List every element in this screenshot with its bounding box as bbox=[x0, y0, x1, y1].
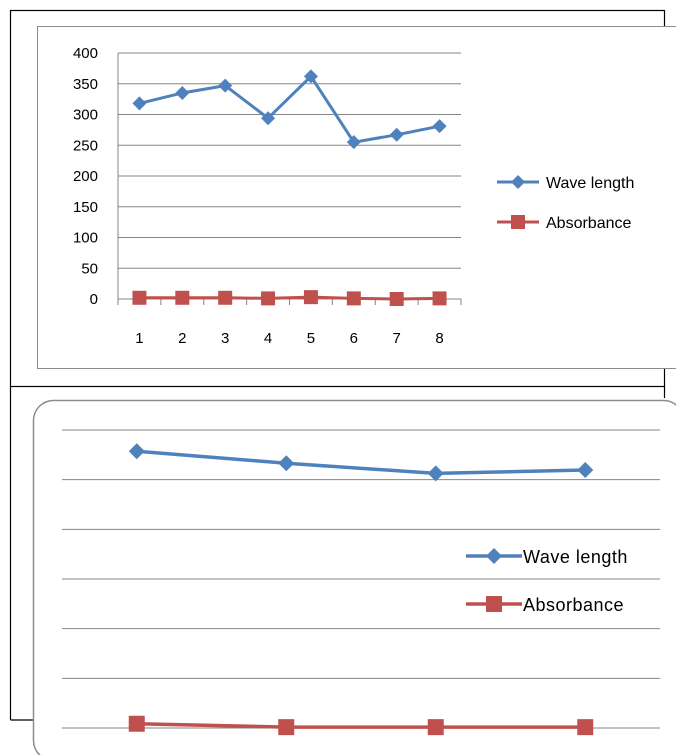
chart-1-y-tick-label: 100 bbox=[73, 230, 98, 247]
chart-1-y-tick-label: 150 bbox=[73, 199, 98, 216]
chart-2-series-line bbox=[136, 449, 586, 476]
chart-1-x-tick-label: 2 bbox=[178, 330, 186, 347]
chart-1-legend-marker bbox=[511, 175, 525, 189]
chart-1-y-tick-label: 300 bbox=[73, 107, 98, 124]
chart-2-legend: Wave length Absorbance bbox=[466, 547, 628, 615]
chart-1-y-tick-label: 400 bbox=[73, 45, 98, 62]
chart-1-x-tick-label: 1 bbox=[135, 330, 143, 347]
chart-2-data-point bbox=[427, 465, 444, 482]
chart-1-legend: Wave length Absorbance bbox=[497, 175, 634, 232]
chart-1-y-tick-label: 250 bbox=[73, 137, 98, 154]
chart-2: Wave length Absorbance bbox=[32, 399, 676, 755]
chart-2-series bbox=[128, 443, 594, 736]
chart-1-data-point bbox=[389, 292, 404, 306]
chart-1-y-tick-label: 200 bbox=[73, 168, 98, 185]
chart-1-y-tick-label: 0 bbox=[90, 291, 98, 308]
chart-2-data-point bbox=[128, 715, 145, 732]
chart-1-x-tick-label: 3 bbox=[221, 330, 229, 347]
chart-1-series-line bbox=[139, 74, 440, 144]
chart-1-data-point bbox=[132, 96, 147, 111]
chart-1-data-point bbox=[218, 78, 233, 93]
chart-1-data-point bbox=[346, 291, 361, 306]
chart-2-data-point bbox=[128, 443, 145, 460]
chart-1-data-point bbox=[346, 135, 361, 150]
chart-1-data-point bbox=[432, 119, 447, 134]
chart-2-legend-label: Absorbance bbox=[523, 595, 624, 615]
chart-2-legend-marker bbox=[486, 548, 502, 564]
chart-1: 0 50 100 150 200 250 300 350 400 1 2 3 4 5 6 7 8 Wave l… bbox=[37, 26, 676, 369]
chart-1-area bbox=[37, 26, 676, 369]
chart-2-series-line bbox=[136, 721, 586, 729]
chart-1-data-point bbox=[303, 69, 318, 84]
chart-1-gridlines bbox=[117, 52, 462, 305]
chart-1-y-tick-label: 50 bbox=[81, 260, 98, 277]
chart-1-legend-marker bbox=[511, 215, 525, 229]
chart-2-legend-marker bbox=[486, 596, 502, 612]
chart-2-gridlines bbox=[62, 429, 660, 729]
chart-2-data-point bbox=[577, 462, 594, 479]
chart-1-data-point bbox=[432, 291, 447, 306]
chart-2-legend-label: Wave length bbox=[523, 547, 628, 567]
chart-2-data-point bbox=[278, 719, 295, 736]
chart-1-data-point bbox=[175, 85, 190, 100]
chart-1-series bbox=[132, 69, 447, 306]
chart-1-data-point bbox=[175, 290, 190, 305]
chart-1-x-tick-label: 4 bbox=[264, 330, 272, 347]
chart-2-data-point bbox=[278, 455, 295, 472]
chart-1-x-tick-labels: 1 2 3 4 5 6 7 8 bbox=[135, 330, 443, 347]
chart-1-data-point bbox=[261, 111, 276, 126]
chart-1-data-point bbox=[389, 127, 404, 142]
chart-2-data-point bbox=[427, 719, 444, 736]
chart-1-x-tick-label: 7 bbox=[393, 330, 401, 347]
chart-1-legend-label: Wave length bbox=[546, 175, 634, 192]
chart-1-data-point bbox=[261, 291, 276, 306]
chart-1-y-tick-label: 350 bbox=[73, 76, 98, 93]
chart-1-x-tick-label: 5 bbox=[307, 330, 315, 347]
chart-1-x-tick-label: 8 bbox=[435, 330, 443, 347]
chart-1-series-line bbox=[139, 295, 440, 301]
chart-1-data-point bbox=[132, 290, 147, 305]
chart-2-data-point bbox=[577, 719, 594, 736]
chart-1-legend-label: Absorbance bbox=[546, 215, 631, 232]
chart-2-area bbox=[32, 399, 676, 755]
chart-1-data-point bbox=[218, 290, 233, 305]
chart-1-x-tick-label: 6 bbox=[350, 330, 358, 347]
chart-1-data-point bbox=[303, 290, 318, 305]
chart-1-y-tick-labels: 0 50 100 150 200 250 300 350 400 bbox=[73, 45, 98, 308]
